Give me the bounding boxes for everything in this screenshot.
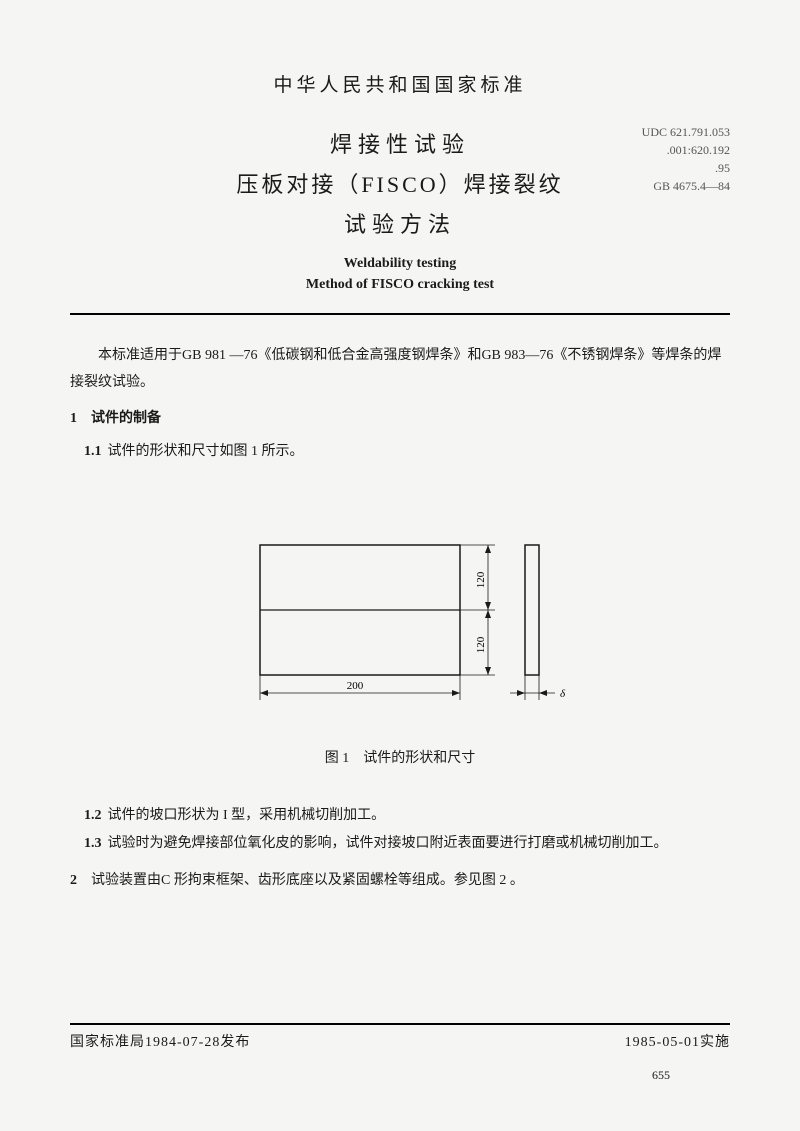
item-1-3-text: 试验时为避免焊接部位氧化皮的影响，试件对接坡口附近表面要进行打磨或机械切削加工。 <box>108 836 668 851</box>
document-codes: UDC 621.791.053 .001:620.192 .95 GB 4675… <box>642 123 730 195</box>
item-1-1-num: 1.1 <box>84 444 102 459</box>
section-1-num: 1 <box>70 411 77 426</box>
item-1-2-num: 1.2 <box>84 808 102 823</box>
section-2: 2 试验装置由C 形拘束框架、齿形底座以及紧固螺栓等组成。参见图 2 。 <box>70 868 730 895</box>
item-1-3-num: 1.3 <box>84 836 102 851</box>
divider-top <box>70 313 730 315</box>
udc-code-2: .001:620.192 <box>642 141 730 159</box>
item-1-2-text: 试件的坡口形状为 I 型，采用机械切削加工。 <box>108 808 386 823</box>
section-1-heading: 1 试件的制备 <box>70 406 730 433</box>
title-line-1: 焊接性试验 <box>70 127 730 159</box>
national-standard-header: 中华人民共和国国家标准 <box>70 70 730 97</box>
figure-1: 200 120 120 δ 图 1 试件的形状和尺寸 <box>70 515 730 772</box>
section-2-num: 2 <box>70 873 77 888</box>
english-title-2: Method of FISCO cracking test <box>70 274 730 295</box>
footer-right: 1985-05-01实施 <box>625 1031 730 1051</box>
title-block: UDC 621.791.053 .001:620.192 .95 GB 4675… <box>70 127 730 295</box>
intro-paragraph: 本标准适用于GB 981 —76《低碳钢和低合金高强度钢焊条》和GB 983—7… <box>70 343 730 396</box>
page-number: 655 <box>652 1068 670 1083</box>
udc-code-3: .95 <box>642 159 730 177</box>
title-line-3: 试验方法 <box>70 207 730 239</box>
main-content: 本标准适用于GB 981 —76《低碳钢和低合金高强度钢焊条》和GB 983—7… <box>70 343 730 894</box>
footer: 国家标准局1984-07-28发布 1985-05-01实施 <box>70 1023 730 1051</box>
figure-1-caption: 图 1 试件的形状和尺寸 <box>70 746 730 773</box>
dim-delta: δ <box>560 688 566 700</box>
section-2-text: 试验装置由C 形拘束框架、齿形底座以及紧固螺栓等组成。参见图 2 。 <box>91 873 524 888</box>
item-1-3: 1.3 试验时为避免焊接部位氧化皮的影响，试件对接坡口附近表面要进行打磨或机械切削… <box>84 831 730 858</box>
footer-text: 国家标准局1984-07-28发布 1985-05-01实施 <box>70 1031 730 1051</box>
english-title: Weldability testing Method of FISCO crac… <box>70 253 730 295</box>
divider-bottom <box>70 1023 730 1025</box>
english-title-1: Weldability testing <box>70 253 730 274</box>
item-1-1: 1.1 试件的形状和尺寸如图 1 所示。 <box>84 439 730 466</box>
dim-120-b: 120 <box>475 637 487 654</box>
dim-200: 200 <box>347 680 364 692</box>
title-line-2: 压板对接（FISCO）焊接裂纹 <box>70 167 730 199</box>
figure-1-svg: 200 120 120 δ <box>220 515 580 715</box>
footer-left: 国家标准局1984-07-28发布 <box>70 1031 250 1051</box>
dim-120-a: 120 <box>475 572 487 589</box>
item-1-1-text: 试件的形状和尺寸如图 1 所示。 <box>108 444 304 459</box>
section-1-title: 试件的制备 <box>91 411 161 426</box>
udc-code-1: UDC 621.791.053 <box>642 123 730 141</box>
gb-code: GB 4675.4—84 <box>642 177 730 195</box>
item-1-2: 1.2 试件的坡口形状为 I 型，采用机械切削加工。 <box>84 803 730 830</box>
